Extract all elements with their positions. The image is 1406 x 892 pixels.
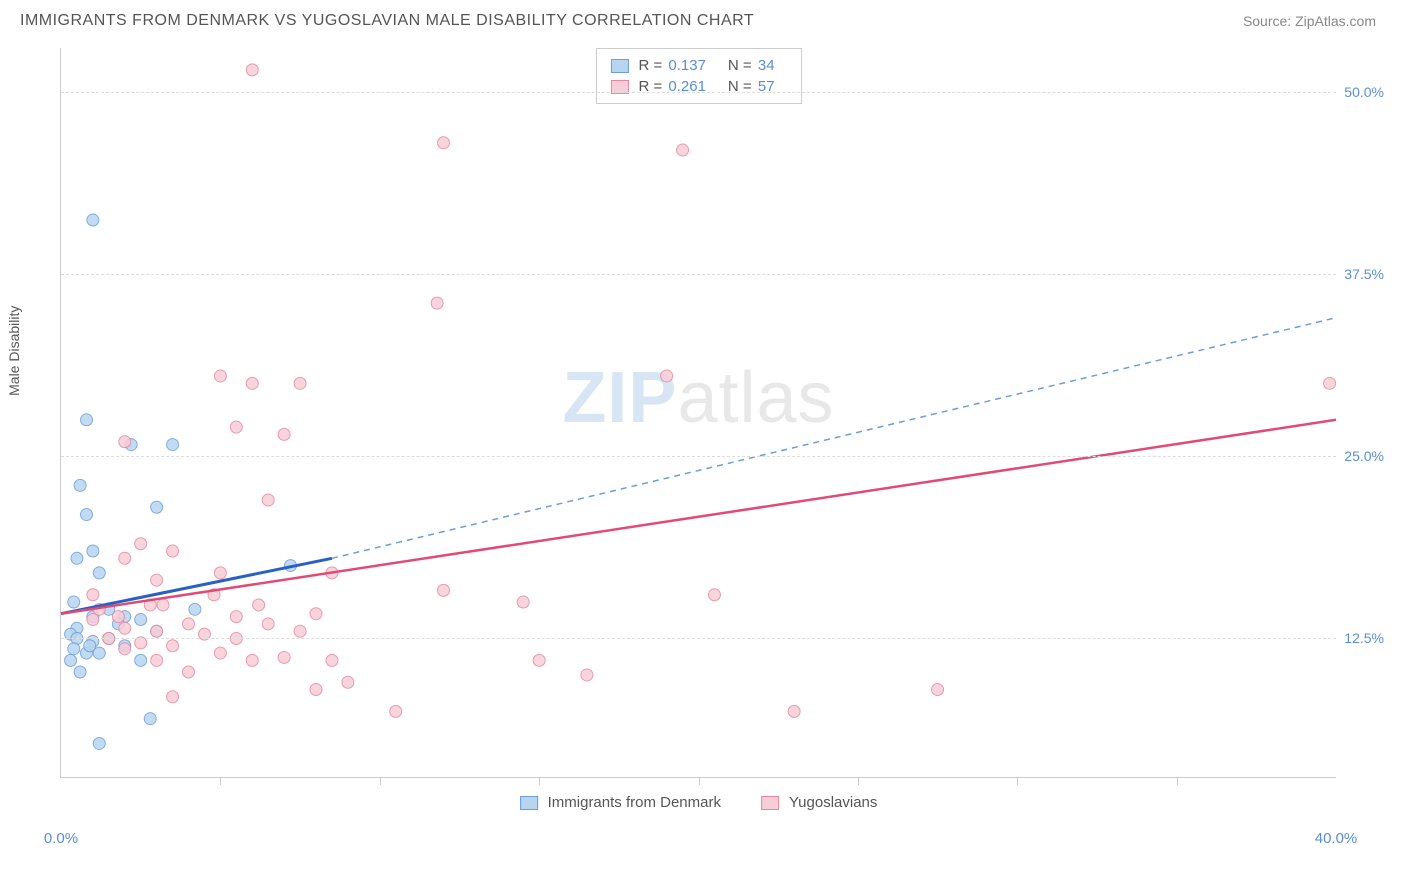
data-point [167,640,179,652]
data-point [246,654,258,666]
data-point [214,370,226,382]
legend-item-yugoslavia: Yugoslavians [761,794,877,811]
data-point [262,494,274,506]
data-point [294,625,306,637]
y-tick-label: 25.0% [1344,448,1384,464]
data-point [708,589,720,601]
data-point [253,599,265,611]
data-point [326,654,338,666]
legend-label-yugoslavia: Yugoslavians [789,794,877,811]
data-point [310,608,322,620]
data-point [157,599,169,611]
data-point [71,552,83,564]
data-point [135,654,147,666]
plot-svg [61,48,1336,777]
x-minor-tick [380,777,381,785]
gridline [61,92,1336,93]
gridline [61,274,1336,275]
data-point [517,596,529,608]
data-point [65,654,77,666]
data-point [932,684,944,696]
x-minor-tick [539,777,540,785]
y-tick-label: 12.5% [1344,630,1384,646]
data-point [1324,377,1336,389]
data-point [230,611,242,623]
data-point [214,567,226,579]
x-minor-tick [1017,777,1018,785]
data-point [144,713,156,725]
data-point [438,584,450,596]
legend-label-denmark: Immigrants from Denmark [548,794,721,811]
data-point [431,297,443,309]
data-point [119,643,131,655]
source-credit: Source: ZipAtlas.com [1243,13,1376,29]
legend-swatch-yugoslavia [761,796,779,810]
x-tick-label: 0.0% [44,830,78,847]
data-point [167,545,179,557]
data-point [677,144,689,156]
trendline-denmark-dashed [332,318,1336,559]
x-minor-tick [220,777,221,785]
gridline [61,638,1336,639]
plot-area: ZIPatlas R = 0.137 N = 34 R = 0.261 N = … [60,48,1336,778]
gridline [61,456,1336,457]
chart-container: Male Disability ZIPatlas R = 0.137 N = 3… [50,38,1386,828]
data-point [214,647,226,659]
x-minor-tick [858,777,859,785]
data-point [93,567,105,579]
data-point [87,214,99,226]
data-point [74,479,86,491]
y-tick-label: 37.5% [1344,266,1384,282]
y-tick-label: 50.0% [1344,84,1384,100]
data-point [246,377,258,389]
data-point [74,666,86,678]
data-point [167,439,179,451]
data-point [183,666,195,678]
data-point [167,691,179,703]
data-point [135,614,147,626]
data-point [278,651,290,663]
data-point [119,552,131,564]
data-point [151,625,163,637]
data-point [87,589,99,601]
x-minor-tick [699,777,700,785]
data-point [84,640,96,652]
data-point [262,618,274,630]
bottom-legend: Immigrants from Denmark Yugoslavians [520,794,878,811]
legend-swatch-denmark [520,796,538,810]
x-minor-tick [1177,777,1178,785]
data-point [661,370,673,382]
data-point [246,64,258,76]
data-point [119,622,131,634]
data-point [81,509,93,521]
data-point [151,574,163,586]
data-point [189,603,201,615]
data-point [342,676,354,688]
data-point [93,737,105,749]
x-tick-label: 40.0% [1315,830,1358,847]
data-point [87,545,99,557]
data-point [151,654,163,666]
trendline-yugoslavia [61,420,1336,614]
data-point [81,414,93,426]
data-point [230,421,242,433]
chart-title: IMMIGRANTS FROM DENMARK VS YUGOSLAVIAN M… [20,12,754,30]
data-point [438,137,450,149]
data-point [533,654,545,666]
data-point [151,501,163,513]
data-point [68,596,80,608]
data-point [294,377,306,389]
data-point [390,705,402,717]
data-point [112,611,124,623]
y-axis-label: Male Disability [6,306,22,396]
data-point [135,538,147,550]
data-point [310,684,322,696]
legend-item-denmark: Immigrants from Denmark [520,794,721,811]
data-point [183,618,195,630]
data-point [278,428,290,440]
data-point [119,436,131,448]
data-point [68,643,80,655]
data-point [581,669,593,681]
data-point [788,705,800,717]
